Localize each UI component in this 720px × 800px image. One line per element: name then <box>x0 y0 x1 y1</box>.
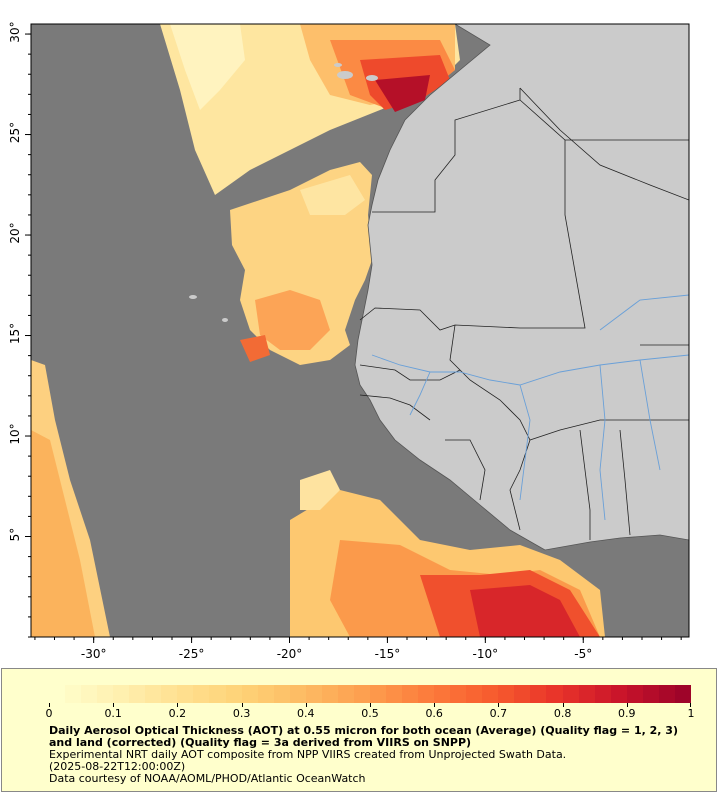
colorbar-tick-mark <box>626 703 628 707</box>
colorbar-swatch <box>674 685 691 703</box>
colorbar-swatch <box>241 685 258 703</box>
legend-date-line: (2025-08-22T12:00:00Z) <box>49 760 186 773</box>
y-tick-label: 10° <box>8 423 22 444</box>
colorbar-tick-label: 0.3 <box>232 707 251 720</box>
legend-title: Daily Aerosol Optical Thickness (AOT) at… <box>49 724 678 749</box>
colorbar-swatch <box>161 685 178 703</box>
africa-landmass <box>354 24 689 551</box>
colorbar-swatch <box>97 685 114 703</box>
y-tick-label: 5° <box>8 528 22 542</box>
y-axis: 30° 25° 20° 15° 10° 5° <box>8 21 31 638</box>
colorbar-swatch <box>610 685 627 703</box>
aot-swath-west <box>31 360 110 637</box>
colorbar-swatch <box>418 685 435 703</box>
colorbar-swatch <box>562 685 579 703</box>
legend-source-line: Experimental NRT daily AOT composite fro… <box>49 748 567 761</box>
colorbar-swatch <box>514 685 531 703</box>
colorbar-swatch <box>113 685 130 703</box>
aot-islands <box>189 63 378 322</box>
colorbar-tick-marks <box>49 703 691 707</box>
colorbar-tick-mark <box>305 703 307 707</box>
colorbar-tick-mark <box>690 703 691 707</box>
colorbar-swatch <box>353 685 370 703</box>
x-tick-label: -10° <box>473 647 499 661</box>
colorbar-swatch <box>289 685 306 703</box>
x-tick-label: -5° <box>574 647 592 661</box>
x-axis: -30° -25° -20° -15° -10° -5° <box>34 637 682 661</box>
colorbar-swatch <box>466 685 483 703</box>
aot-map[interactable]: -30° -25° -20° -15° -10° -5° 30° 25° 20° 15° 10° 5… <box>0 0 720 665</box>
y-tick-label: 15° <box>8 323 22 344</box>
map-frame-border <box>30 23 690 638</box>
colorbar-tick-mark <box>562 703 564 707</box>
legend-credit-line: Data courtesy of NOAA/AOML/PHOD/Atlantic… <box>49 772 366 785</box>
colorbar-swatch <box>546 685 563 703</box>
colorbar-swatch <box>321 685 338 703</box>
colorbar-swatch <box>209 685 226 703</box>
colorbar-tick-mark <box>49 703 50 707</box>
aot-plume-gulf-of-guinea <box>290 470 605 637</box>
x-tick-label: -20° <box>277 647 303 661</box>
colorbar-swatch <box>257 685 274 703</box>
colorbar-tick-label: 0.8 <box>553 707 572 720</box>
colorbar-swatch <box>49 685 66 703</box>
colorbar-tick-label: 0 <box>45 707 53 720</box>
colorbar-swatch <box>225 685 242 703</box>
colorbar-tick-labels: 0 0.1 0.2 0.3 0.4 0.5 0.6 0.7 0.8 0.9 1 <box>45 707 695 721</box>
colorbar-swatch <box>65 685 82 703</box>
colorbar-swatch <box>193 685 210 703</box>
y-tick-label: 20° <box>8 222 22 243</box>
y-tick-label: 25° <box>8 122 22 143</box>
colorbar-swatch <box>337 685 354 703</box>
colorbar-tick-label: 0.6 <box>425 707 443 720</box>
colorbar-tick-label: 0.5 <box>361 707 379 720</box>
legend-text: Daily Aerosol Optical Thickness (AOT) at… <box>49 725 679 785</box>
colorbar-swatch <box>129 685 146 703</box>
x-tick-label: -30° <box>81 647 107 661</box>
colorbar-swatch <box>369 685 386 703</box>
rivers <box>371 294 689 521</box>
colorbar-swatch <box>434 685 451 703</box>
aot-colorbar <box>49 685 691 703</box>
colorbar-swatch <box>177 685 194 703</box>
colorbar-tick-label: 0.1 <box>104 707 122 720</box>
colorbar-tick-label: 0.2 <box>168 707 187 720</box>
aot-plume-senegal <box>230 162 372 365</box>
colorbar-swatch <box>385 685 403 703</box>
colorbar-swatch <box>402 685 419 703</box>
map-panel: -30° -25° -20° -15° -10° -5° 30° 25° 20° 15° 10° 5… <box>0 0 720 665</box>
colorbar-swatch <box>273 685 290 703</box>
legend-panel: 0 0.1 0.2 0.3 0.4 0.5 0.6 0.7 0.8 0.9 1 Daily Aero… <box>1 668 717 792</box>
colorbar-tick-label: 0.7 <box>489 707 508 720</box>
colorbar-tick-mark <box>113 703 115 707</box>
colorbar-swatch <box>578 685 595 703</box>
colorbar-tick-mark <box>241 703 243 707</box>
colorbar-swatch <box>642 685 659 703</box>
colorbar-swatch <box>530 685 547 703</box>
colorbar-tick-mark <box>177 703 179 707</box>
x-tick-label: -15° <box>375 647 401 661</box>
colorbar-swatch <box>658 685 675 703</box>
colorbar-tick-mark <box>434 703 436 707</box>
colorbar-swatch <box>305 685 322 703</box>
colorbar-swatch <box>81 685 98 703</box>
country-borders <box>359 87 689 540</box>
colorbar-tick-mark <box>498 703 500 707</box>
colorbar-tick-mark <box>370 703 371 707</box>
aot-swath-north <box>160 24 460 195</box>
colorbar-swatch <box>450 685 467 703</box>
colorbar-swatch <box>626 685 643 703</box>
colorbar-tick-label: 0.9 <box>618 707 636 720</box>
x-tick-label: -25° <box>179 647 205 661</box>
colorbar-tick-label: 1 <box>687 707 695 720</box>
y-tick-label: 30° <box>8 21 22 42</box>
colorbar-tick-label: 0.4 <box>297 707 315 720</box>
colorbar-swatch <box>594 685 611 703</box>
colorbar-swatch <box>482 685 499 703</box>
colorbar-swatch <box>145 685 162 703</box>
colorbar-swatch <box>498 685 515 703</box>
